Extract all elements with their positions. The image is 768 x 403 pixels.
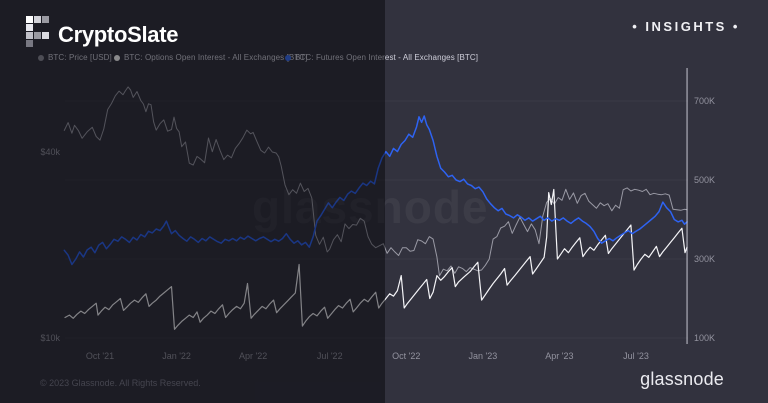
x-tick-label: Jul '22 xyxy=(316,351,343,361)
legend-label: BTC: Price [USD] xyxy=(48,53,112,62)
legend-label: BTC: Options Open Interest - All Exchang… xyxy=(124,53,308,62)
y-left-tick-label: $40k xyxy=(40,147,60,157)
insights-badge: • INSIGHTS • xyxy=(632,19,740,34)
legend-item-0[interactable]: BTC: Price [USD] xyxy=(38,53,112,62)
y-right-tick-label: 700K xyxy=(694,96,716,106)
options-line xyxy=(64,188,688,330)
futures-line xyxy=(63,115,688,266)
glassnode-wordmark: glassnode xyxy=(640,369,724,389)
legend-dot-icon xyxy=(285,54,291,61)
y-left-tick-label: $10k xyxy=(40,333,60,343)
y-right-tick-label: 300K xyxy=(694,254,716,264)
cryptoslate-logo-icon xyxy=(26,16,49,47)
x-tick-label: Oct '21 xyxy=(85,351,115,361)
glassnode-watermark: glassnode xyxy=(252,181,489,233)
x-tick-label: Apr '23 xyxy=(545,351,574,361)
copyright-text: © 2023 Glassnode. All Rights Reserved. xyxy=(40,378,201,388)
legend-item-1[interactable]: BTC: Options Open Interest - All Exchang… xyxy=(114,53,308,62)
x-tick-label: Jul '23 xyxy=(623,351,649,361)
legend-dot-icon xyxy=(38,54,44,61)
y-right-tick-label: 500K xyxy=(694,175,716,185)
x-tick-label: Jan '22 xyxy=(162,351,191,361)
brand-title: CryptoSlate xyxy=(58,22,179,47)
price-line xyxy=(63,86,688,277)
y-right-tick-label: 100K xyxy=(694,333,716,343)
legend-dot-icon xyxy=(114,54,120,61)
x-tick-label: Oct '22 xyxy=(392,351,421,361)
x-tick-label: Jan '23 xyxy=(468,351,498,361)
legend-item-2[interactable]: BTC: Futures Open Interest - All Exchang… xyxy=(285,53,478,62)
x-tick-label: Apr '22 xyxy=(239,351,268,361)
legend-label: BTC: Futures Open Interest - All Exchang… xyxy=(295,53,479,62)
